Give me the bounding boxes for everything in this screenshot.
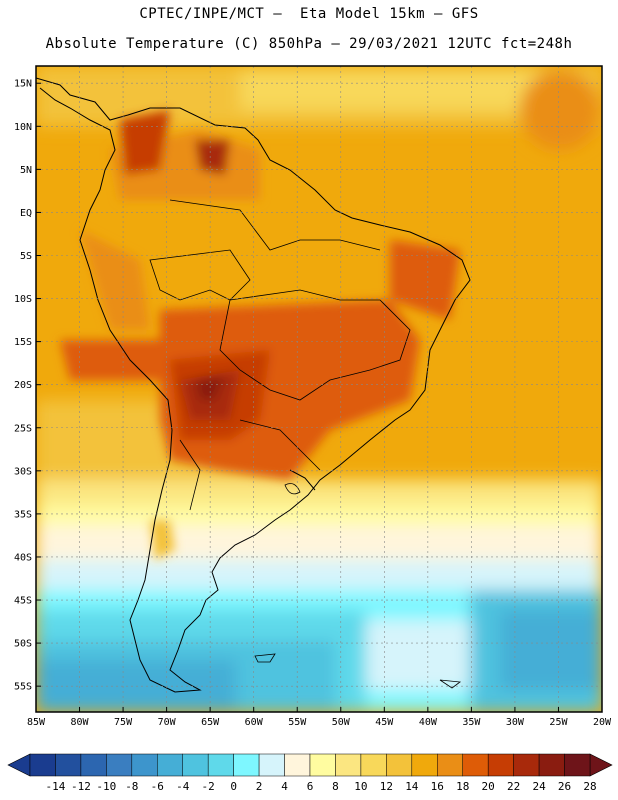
colorbar-swatch <box>360 753 387 777</box>
colorbar-tick-label: 10 <box>354 780 367 793</box>
colorbar-swatch <box>386 753 413 777</box>
colorbar-tick-label: 6 <box>307 780 314 793</box>
lon-label: 70W <box>158 717 177 728</box>
colorbar-tick-label: -8 <box>125 780 138 793</box>
lat-label: 55S <box>14 682 32 693</box>
longitude-labels: 85W 80W 75W 70W 65W 60W 55W 50W 45W 40W 35W 30W 25W 2… <box>27 707 612 728</box>
map-title: CPTEC/INPE/MCT – Eta Model 15km – GFS <box>139 6 479 22</box>
lat-label: EQ <box>20 208 32 219</box>
lat-label: 5S <box>20 251 32 262</box>
lat-label: 40S <box>14 552 32 563</box>
colorbar: -14 -12 -10 -8 -6 -4 -2 0 2 4 6 8 10 12 14 16 18 20 22 24 26… <box>7 753 613 793</box>
lon-label: 30W <box>506 717 525 728</box>
colorbar-arrow-left <box>7 753 31 777</box>
temperature-field <box>36 66 602 712</box>
colorbar-tick-label: -2 <box>202 780 215 793</box>
colorbar-swatch <box>207 753 234 777</box>
lon-label: 75W <box>114 717 133 728</box>
lon-label: 35W <box>462 717 481 728</box>
colorbar-tick-label: 4 <box>281 780 288 793</box>
colorbar-tick-label: -6 <box>151 780 164 793</box>
colorbar-swatch <box>29 753 56 777</box>
colorbar-tick-label: 14 <box>405 780 419 793</box>
latitude-labels: 15N 10N 5N EQ 5S 10S 15S 20S 25S 30S 35S 40S 45S 50S 5… <box>14 79 41 693</box>
colorbar-tick-label: 24 <box>532 780 546 793</box>
colorbar-tick-label: 0 <box>230 780 237 793</box>
lon-label: 85W <box>27 717 46 728</box>
map-frame <box>35 65 603 713</box>
lat-label: 50S <box>14 639 32 650</box>
lat-label: 20S <box>14 380 32 391</box>
colorbar-tick-label: 18 <box>456 780 469 793</box>
colorbar-tick-label: 22 <box>507 780 520 793</box>
colorbar-tick-label: -10 <box>96 780 116 793</box>
lon-label: 40W <box>419 717 438 728</box>
colorbar-swatch <box>309 753 336 777</box>
lat-label: 10S <box>14 294 32 305</box>
colorbar-swatch <box>55 753 82 777</box>
colorbar-tick-label: -14 <box>46 780 66 793</box>
lat-label: 45S <box>14 596 32 607</box>
colorbar-swatch <box>564 753 591 777</box>
lat-label: 15S <box>14 337 32 348</box>
colorbar-tick-label: 20 <box>482 780 495 793</box>
colorbar-arrow-right <box>589 753 613 777</box>
colorbar-tick-label: 2 <box>256 780 263 793</box>
lon-label: 25W <box>549 717 568 728</box>
lat-label: 25S <box>14 423 32 434</box>
lon-label: 50W <box>332 717 351 728</box>
colorbar-swatch <box>80 753 107 777</box>
lon-label: 20W <box>593 717 612 728</box>
colorbar-tick-label: 26 <box>558 780 571 793</box>
colorbar-swatch <box>411 753 438 777</box>
colorbar-tick-label: 12 <box>380 780 393 793</box>
colorbar-tick-label: -4 <box>176 780 190 793</box>
lat-label: 30S <box>14 466 32 477</box>
colorbar-swatch <box>513 753 540 777</box>
colorbar-swatch <box>131 753 158 777</box>
lat-label: 35S <box>14 509 32 520</box>
lat-label: 5N <box>20 165 32 176</box>
colorbar-tick-label: 28 <box>583 780 596 793</box>
colorbar-tick-label: 8 <box>332 780 339 793</box>
colorbar-swatch <box>335 753 362 777</box>
lat-label: 10N <box>14 122 32 133</box>
lat-label: 15N <box>14 79 32 90</box>
colorbar-swatch <box>437 753 463 777</box>
colorbar-swatch <box>462 753 489 777</box>
colorbar-swatch <box>182 753 209 777</box>
colorbar-swatch <box>233 753 260 777</box>
coastlines <box>36 77 471 693</box>
colorbar-swatch <box>258 753 285 777</box>
colorbar-tick-label: -12 <box>71 780 91 793</box>
colorbar-swatch <box>106 753 133 777</box>
colorbar-tick-label: 16 <box>431 780 444 793</box>
lon-label: 60W <box>245 717 264 728</box>
colorbar-swatch <box>487 753 514 777</box>
lon-label: 55W <box>288 717 307 728</box>
lon-label: 80W <box>71 717 90 728</box>
colorbar-swatch <box>538 753 565 777</box>
lon-label: 45W <box>375 717 394 728</box>
lon-label: 65W <box>201 717 220 728</box>
map-subtitle: Absolute Temperature (C) 850hPa – 29/03/… <box>45 36 573 52</box>
colorbar-swatch <box>157 753 183 777</box>
lat-lon-grid <box>35 66 603 712</box>
colorbar-swatch <box>284 753 311 777</box>
